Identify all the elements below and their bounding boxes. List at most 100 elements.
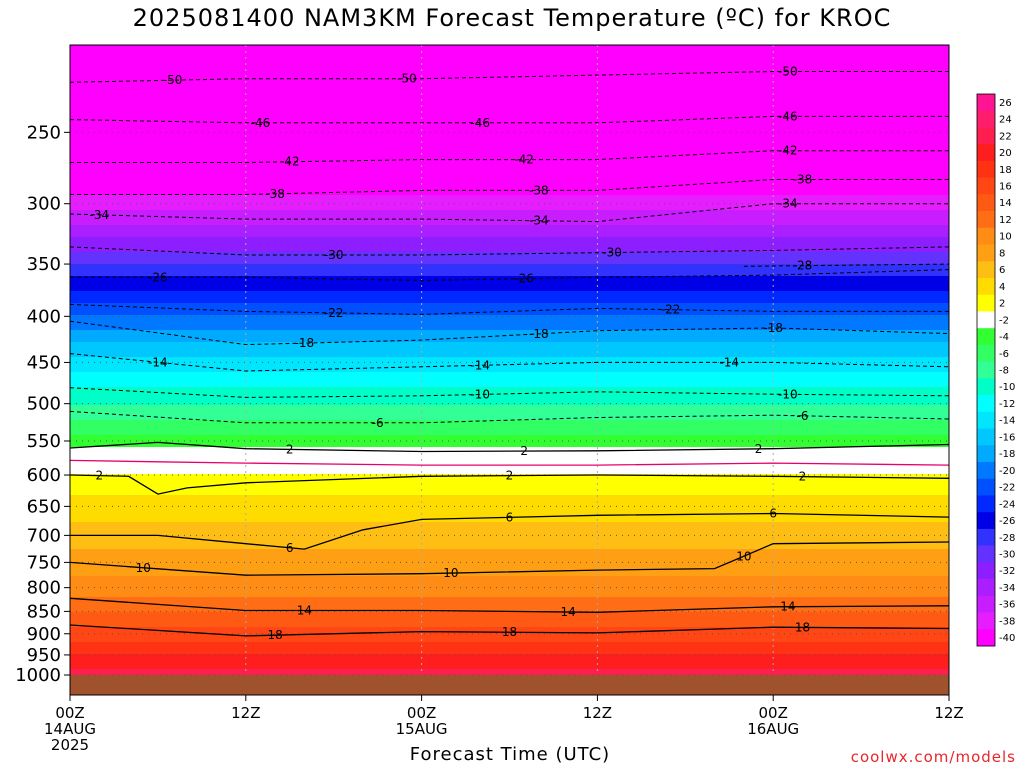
temperature-band: [70, 312, 949, 316]
temperature-band: [70, 588, 949, 592]
temperature-bands: [70, 45, 949, 675]
temperature-band: [70, 330, 949, 334]
y-tick-label: 800: [27, 578, 61, 599]
x-tick-label: 00Z: [407, 704, 436, 722]
temperature-band: [70, 381, 949, 385]
colorbar-swatch: [977, 160, 995, 178]
temperature-band: [70, 411, 949, 415]
temperature-band: [70, 258, 949, 262]
colorbar-label: 10: [999, 232, 1012, 243]
chart-title: 2025081400 NAM3KM Forecast Temperature (…: [132, 4, 892, 32]
colorbar-label: -4: [999, 332, 1009, 343]
temperature-band: [70, 612, 949, 616]
colorbar-swatch: [977, 579, 995, 597]
temperature-band: [70, 507, 949, 511]
temperature-band: [70, 333, 949, 337]
temperature-band: [70, 366, 949, 370]
temperature-band: [70, 240, 949, 244]
y-tick-label: 250: [27, 122, 61, 143]
source-credit[interactable]: coolwx.com/models: [850, 748, 1016, 766]
contour-label: -46: [470, 116, 490, 130]
temperature-band: [70, 315, 949, 319]
colorbar-label: -8: [999, 366, 1009, 377]
colorbar-swatch: [977, 378, 995, 396]
colorbar-swatch: [977, 612, 995, 630]
temperature-band: [70, 495, 949, 499]
temperature-band: [70, 435, 949, 439]
contour-label: -30: [324, 248, 344, 262]
contour-label: -34: [778, 197, 798, 211]
contour-label: 6: [769, 507, 777, 521]
temperature-band: [70, 636, 949, 640]
contour-label: -18: [295, 336, 315, 350]
contour-label: -42: [514, 153, 534, 167]
temperature-band: [70, 228, 949, 232]
contour-labels: -50 -50 -50 -46 -46 -46 -42 -42 -42 -38 -38 -38 -34 -…: [89, 64, 812, 642]
temperature-band: [70, 135, 949, 139]
y-tick-label: 650: [27, 496, 61, 517]
contour-label: 18: [795, 620, 810, 634]
contour-label: -28: [793, 259, 813, 273]
temperature-band: [70, 501, 949, 505]
temperature-band: [70, 108, 949, 112]
temperature-band: [70, 141, 949, 145]
contour-label: -18: [529, 327, 549, 341]
temperature-band: [70, 282, 949, 286]
temperature-band: [70, 210, 949, 214]
colorbar-label: -20: [999, 466, 1015, 477]
temperature-band: [70, 72, 949, 76]
contour-line: [70, 441, 949, 453]
contour-label: 10: [443, 566, 458, 580]
colorbar: 26 24 22 20 18 16 14 12 10 8 6 4 2 -2 -4 -6 -8 -10 -12 -14 -…: [976, 93, 1015, 647]
contour-label: 18: [502, 625, 517, 639]
temperature-band: [70, 657, 949, 661]
temperature-band: [70, 186, 949, 190]
temperature-band: [70, 51, 949, 55]
colorbar-label: 24: [999, 115, 1012, 126]
colorbar-label: -2: [999, 315, 1009, 326]
temperature-band: [70, 261, 949, 265]
temperature-band: [70, 63, 949, 67]
temperature-band: [70, 201, 949, 205]
colorbar-swatch: [977, 244, 995, 262]
temperature-band: [70, 408, 949, 412]
temperature-band: [70, 255, 949, 259]
temperature-band: [70, 273, 949, 277]
contour-line: [70, 320, 949, 346]
temperature-band: [70, 513, 949, 517]
ground-surface: [70, 675, 949, 695]
temperature-band: [70, 339, 949, 343]
colorbar-swatch: [977, 177, 995, 195]
colorbar-label: -14: [999, 416, 1015, 427]
temperature-band: [70, 222, 949, 226]
contour-label: 14: [560, 605, 575, 619]
temperature-band: [70, 246, 949, 250]
colorbar-swatch: [977, 344, 995, 362]
y-axis: 2503003504004505005506006507007508008509…: [15, 122, 70, 686]
temperature-band: [70, 336, 949, 340]
temperature-band: [70, 420, 949, 424]
colorbar-label: -40: [999, 633, 1015, 644]
contour-label: 2: [755, 442, 763, 456]
y-tick-label: 350: [27, 254, 61, 275]
temperature-band: [70, 198, 949, 202]
contour-line: [743, 263, 949, 267]
colorbar-label: 12: [999, 215, 1012, 226]
contour-label: -10: [778, 387, 798, 401]
y-tick-label: 850: [27, 601, 61, 622]
contour-label: -42: [778, 144, 798, 158]
temperature-band: [70, 147, 949, 151]
temperature-band: [70, 492, 949, 496]
contour-label: 6: [506, 510, 514, 524]
temperature-band: [70, 666, 949, 670]
temperature-band: [70, 342, 949, 346]
contour-line: [70, 474, 949, 495]
colorbar-swatch: [977, 144, 995, 162]
temperature-band: [70, 99, 949, 103]
contour-label: -10: [470, 387, 490, 401]
temperature-band: [70, 585, 949, 589]
temperature-band: [70, 114, 949, 118]
colorbar-swatch: [977, 294, 995, 312]
temperature-band: [70, 174, 949, 178]
